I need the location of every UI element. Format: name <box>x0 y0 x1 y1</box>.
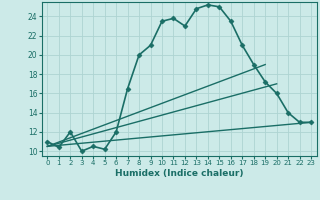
X-axis label: Humidex (Indice chaleur): Humidex (Indice chaleur) <box>115 169 244 178</box>
